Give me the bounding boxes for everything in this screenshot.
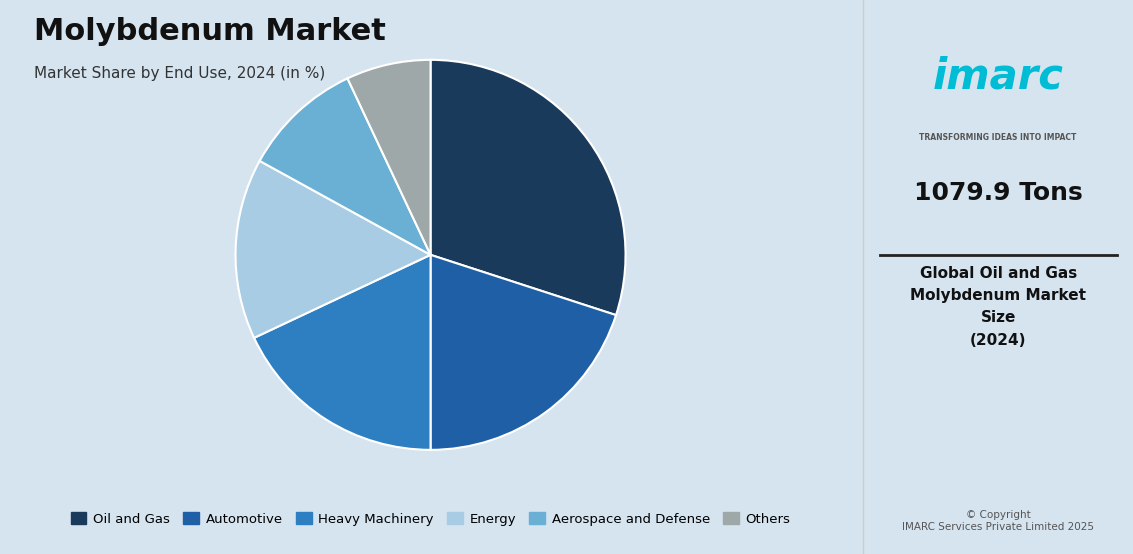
- Wedge shape: [259, 79, 431, 255]
- Wedge shape: [254, 255, 431, 450]
- Text: Molybdenum Market: Molybdenum Market: [34, 17, 386, 45]
- Text: Market Share by End Use, 2024 (in %): Market Share by End Use, 2024 (in %): [34, 66, 325, 81]
- Text: 1079.9 Tons: 1079.9 Tons: [914, 181, 1082, 205]
- Text: imarc: imarc: [932, 55, 1064, 98]
- Wedge shape: [431, 255, 616, 450]
- Wedge shape: [431, 60, 625, 315]
- Text: TRANSFORMING IDEAS INTO IMPACT: TRANSFORMING IDEAS INTO IMPACT: [920, 133, 1076, 142]
- Text: Global Oil and Gas
Molybdenum Market
Size
(2024): Global Oil and Gas Molybdenum Market Siz…: [910, 266, 1087, 347]
- Legend: Oil and Gas, Automotive, Heavy Machinery, Energy, Aerospace and Defense, Others: Oil and Gas, Automotive, Heavy Machinery…: [66, 507, 795, 531]
- Text: © Copyright
IMARC Services Private Limited 2025: © Copyright IMARC Services Private Limit…: [902, 510, 1094, 532]
- Wedge shape: [236, 161, 431, 338]
- Wedge shape: [348, 60, 431, 255]
